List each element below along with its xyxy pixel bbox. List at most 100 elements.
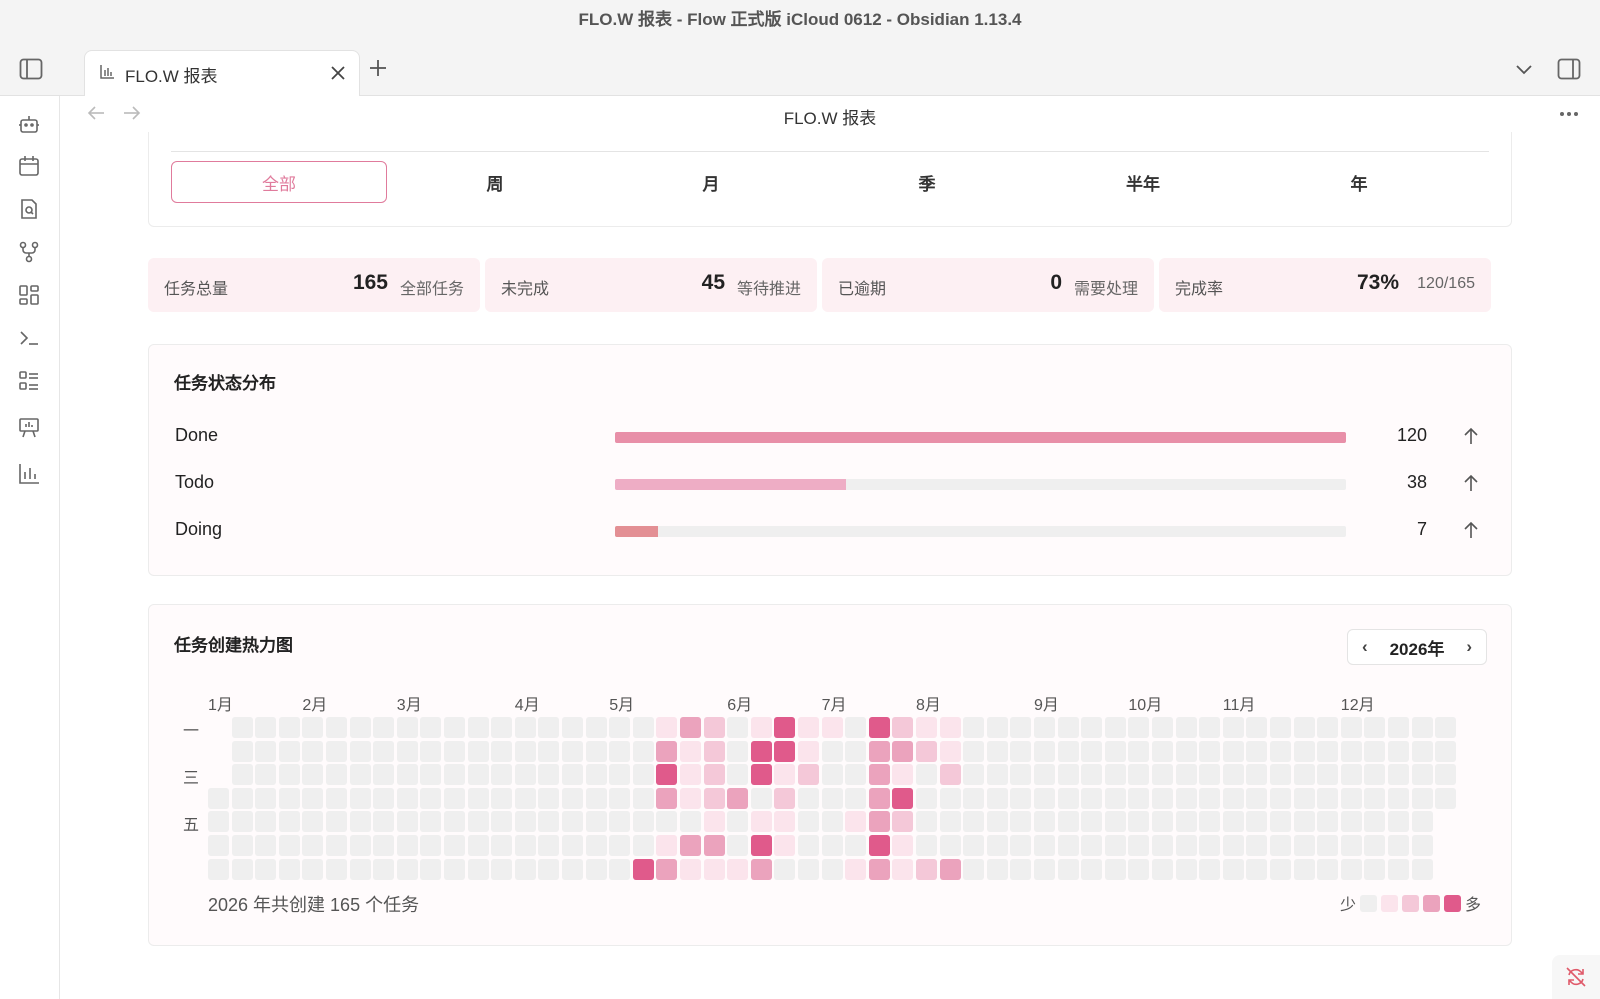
heatmap-cell[interactable] [1034, 764, 1055, 786]
heatmap-cell[interactable] [255, 717, 277, 738]
heatmap-cell[interactable] [1317, 740, 1339, 762]
heatmap-cell[interactable] [750, 787, 772, 809]
heatmap-cell[interactable] [916, 858, 937, 880]
heatmap-cell[interactable] [1246, 740, 1268, 762]
heatmap-cell[interactable] [1340, 717, 1362, 738]
heatmap-cell[interactable] [1435, 764, 1457, 786]
heatmap-cell[interactable] [963, 858, 985, 880]
heatmap-cell[interactable] [349, 787, 371, 809]
heatmap-cell[interactable] [1293, 717, 1315, 738]
heatmap-cell[interactable] [1293, 835, 1315, 856]
heatmap-cell[interactable] [326, 787, 347, 809]
heatmap-cell[interactable] [208, 835, 229, 856]
back-arrow-icon[interactable] [85, 102, 107, 124]
heatmap-cell[interactable] [1435, 740, 1457, 762]
heatmap-cell[interactable] [632, 740, 654, 762]
heatmap-cell[interactable] [1175, 740, 1197, 762]
heatmap-cell[interactable] [420, 811, 442, 833]
heatmap-cell[interactable] [1246, 717, 1268, 738]
heatmap-cell[interactable] [1364, 787, 1386, 809]
heatmap-cell[interactable] [1081, 811, 1103, 833]
heatmap-cell[interactable] [1340, 811, 1362, 833]
heatmap-cell[interactable] [939, 787, 961, 809]
heatmap-cell[interactable] [326, 811, 347, 833]
heatmap-cell[interactable] [467, 787, 489, 809]
heatmap-cell[interactable] [1057, 835, 1079, 856]
heatmap-cell[interactable] [821, 740, 843, 762]
heatmap-cell[interactable] [680, 764, 701, 786]
heatmap-cell[interactable] [656, 764, 678, 786]
heatmap-cell[interactable] [632, 787, 654, 809]
heatmap-cell[interactable] [868, 811, 890, 833]
heatmap-cell[interactable] [538, 811, 560, 833]
close-tab-icon[interactable] [329, 64, 347, 87]
heatmap-cell[interactable] [986, 858, 1008, 880]
heatmap-cell[interactable] [632, 717, 654, 738]
heatmap-cell[interactable] [562, 764, 583, 786]
heatmap-cell[interactable] [585, 740, 607, 762]
heatmap-cell[interactable] [845, 811, 867, 833]
heatmap-cell[interactable] [1222, 811, 1244, 833]
arrow-up-icon[interactable] [1463, 427, 1479, 450]
heatmap-cell[interactable] [349, 811, 371, 833]
period-tab-0[interactable]: 全部 [171, 161, 387, 203]
heatmap-cell[interactable] [1081, 858, 1103, 880]
heatmap-cell[interactable] [255, 811, 277, 833]
heatmap-cell[interactable] [986, 835, 1008, 856]
toggle-left-sidebar-icon[interactable] [18, 56, 44, 82]
heatmap-cell[interactable] [1411, 717, 1433, 738]
heatmap-cell[interactable] [1317, 787, 1339, 809]
heatmap-cell[interactable] [302, 787, 324, 809]
heatmap-cell[interactable] [1057, 764, 1079, 786]
heatmap-cell[interactable] [1293, 764, 1315, 786]
heatmap-cell[interactable] [302, 740, 324, 762]
heatmap-cell[interactable] [703, 811, 725, 833]
heatmap-cell[interactable] [916, 717, 937, 738]
heatmap-cell[interactable] [396, 717, 418, 738]
heatmap-cell[interactable] [774, 811, 796, 833]
heatmap-cell[interactable] [821, 787, 843, 809]
heatmap-cell[interactable] [514, 717, 536, 738]
forward-arrow-icon[interactable] [121, 102, 143, 124]
git-fork-icon[interactable] [17, 240, 41, 264]
heatmap-cell[interactable] [278, 787, 300, 809]
heatmap-cell[interactable] [656, 811, 678, 833]
heatmap-cell[interactable] [1246, 858, 1268, 880]
heatmap-cell[interactable] [703, 858, 725, 880]
heatmap-cell[interactable] [1222, 740, 1244, 762]
heatmap-cell[interactable] [656, 717, 678, 738]
heatmap-cell[interactable] [1057, 717, 1079, 738]
heatmap-cell[interactable] [514, 764, 536, 786]
heatmap-cell[interactable] [538, 787, 560, 809]
heatmap-cell[interactable] [1034, 740, 1055, 762]
heatmap-cell[interactable] [656, 787, 678, 809]
heatmap-cell[interactable] [680, 835, 701, 856]
heatmap-cell[interactable] [939, 811, 961, 833]
heatmap-cell[interactable] [467, 740, 489, 762]
heatmap-cell[interactable] [349, 740, 371, 762]
heatmap-cell[interactable] [1152, 740, 1173, 762]
heatmap-cell[interactable] [1128, 740, 1150, 762]
heatmap-cell[interactable] [1081, 764, 1103, 786]
heatmap-cell[interactable] [231, 764, 253, 786]
heatmap-cell[interactable] [491, 811, 513, 833]
heatmap-cell[interactable] [491, 717, 513, 738]
heatmap-cell[interactable] [1388, 740, 1409, 762]
heatmap-cell[interactable] [916, 740, 937, 762]
heatmap-cell[interactable] [491, 835, 513, 856]
heatmap-cell[interactable] [892, 764, 914, 786]
heatmap-cell[interactable] [1104, 717, 1126, 738]
heatmap-cell[interactable] [1222, 764, 1244, 786]
heatmap-cell[interactable] [326, 740, 347, 762]
heatmap-cell[interactable] [986, 740, 1008, 762]
heatmap-cell[interactable] [750, 717, 772, 738]
heatmap-cell[interactable] [467, 858, 489, 880]
heatmap-cell[interactable] [1175, 764, 1197, 786]
heatmap-cell[interactable] [1411, 787, 1433, 809]
heatmap-cell[interactable] [632, 835, 654, 856]
heatmap-cell[interactable] [1340, 764, 1362, 786]
heatmap-cell[interactable] [514, 740, 536, 762]
heatmap-cell[interactable] [278, 764, 300, 786]
heatmap-cell[interactable] [703, 835, 725, 856]
heatmap-cell[interactable] [467, 835, 489, 856]
